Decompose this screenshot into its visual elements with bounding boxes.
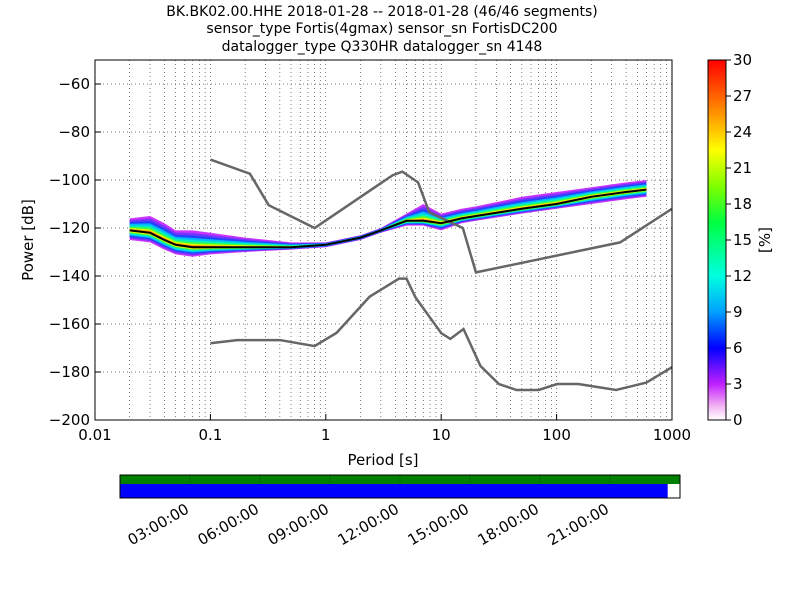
colorbar [707, 59, 727, 421]
colorbar-tick-label: 0 [733, 411, 743, 429]
availability-tick-label: 06:00:00 [195, 500, 262, 549]
x-axis-ticks: 0.01 0.1 1 10 100 1000 [78, 414, 691, 444]
colorbar-tick-label: 30 [733, 51, 752, 69]
y-axis-label: Power [dB] [19, 199, 37, 281]
availability-tick-label: 15:00:00 [405, 500, 472, 549]
y-axis-ticks: −60 −80 −100 −120 −140 −160 −180 −200 [49, 75, 101, 429]
plot-frame [94, 59, 673, 421]
mode-line [129, 188, 647, 249]
colorbar-tick-label: 21 [733, 159, 752, 177]
noise-model-lines [129, 158, 672, 392]
availability-tick-label: 18:00:00 [475, 500, 542, 549]
ppsd-density-band [129, 181, 647, 256]
y-tick-label: −80 [58, 123, 90, 141]
nhnm-line [209, 158, 672, 274]
availability-tick-label: 21:00:00 [545, 500, 612, 549]
ppsd-density-band [129, 187, 647, 250]
y-tick-label: −100 [49, 171, 90, 189]
x-tick-label: 100 [542, 426, 571, 444]
availability-bar-blue [120, 484, 668, 498]
y-tick-label: −160 [49, 315, 90, 333]
y-tick-label: −120 [49, 219, 90, 237]
chart-title-line-2: sensor_type Fortis(4gmax) sensor_sn Fort… [206, 21, 557, 37]
availability-tick-label: 12:00:00 [335, 500, 402, 549]
ppsd-density-band [129, 180, 647, 257]
y-tick-label: −140 [49, 267, 90, 285]
colorbar-tick-label: 9 [733, 303, 743, 321]
chart-title-line-3: datalogger_type Q330HR datalogger_sn 414… [222, 39, 543, 55]
ppsd-histogram [129, 180, 647, 257]
y-tick-label: −60 [58, 75, 90, 93]
chart-title-line-1: BK.BK02.00.HHE 2018-01-28 -- 2018-01-28 … [166, 4, 598, 20]
colorbar-tick-label: 24 [733, 123, 752, 141]
x-axis-label: Period [s] [347, 451, 418, 469]
y-tick-label: −180 [49, 363, 90, 381]
y-tick-label: −200 [49, 411, 90, 429]
availability-bar-green [120, 475, 680, 484]
x-tick-label: 0.1 [198, 426, 222, 444]
availability-tick-label: 09:00:00 [265, 500, 332, 549]
x-tick-label: 1000 [653, 426, 691, 444]
colorbar-ticks: 0 3 6 9 12 15 18 21 24 27 30 [726, 51, 752, 429]
colorbar-tick-label: 3 [733, 375, 743, 393]
x-tick-label: 0.01 [78, 426, 111, 444]
x-tick-label: 1 [321, 426, 331, 444]
nlnm-line [210, 277, 672, 392]
colorbar-tick-label: 12 [733, 267, 752, 285]
colorbar-tick-label: 27 [733, 87, 752, 105]
x-tick-label: 10 [432, 426, 451, 444]
colorbar-tick-label: 6 [733, 339, 743, 357]
availability-tick-label: 03:00:00 [125, 500, 192, 549]
colorbar-tick-label: 15 [733, 231, 752, 249]
colorbar-tick-label: 18 [733, 195, 752, 213]
colorbar-label: [%] [756, 227, 774, 253]
